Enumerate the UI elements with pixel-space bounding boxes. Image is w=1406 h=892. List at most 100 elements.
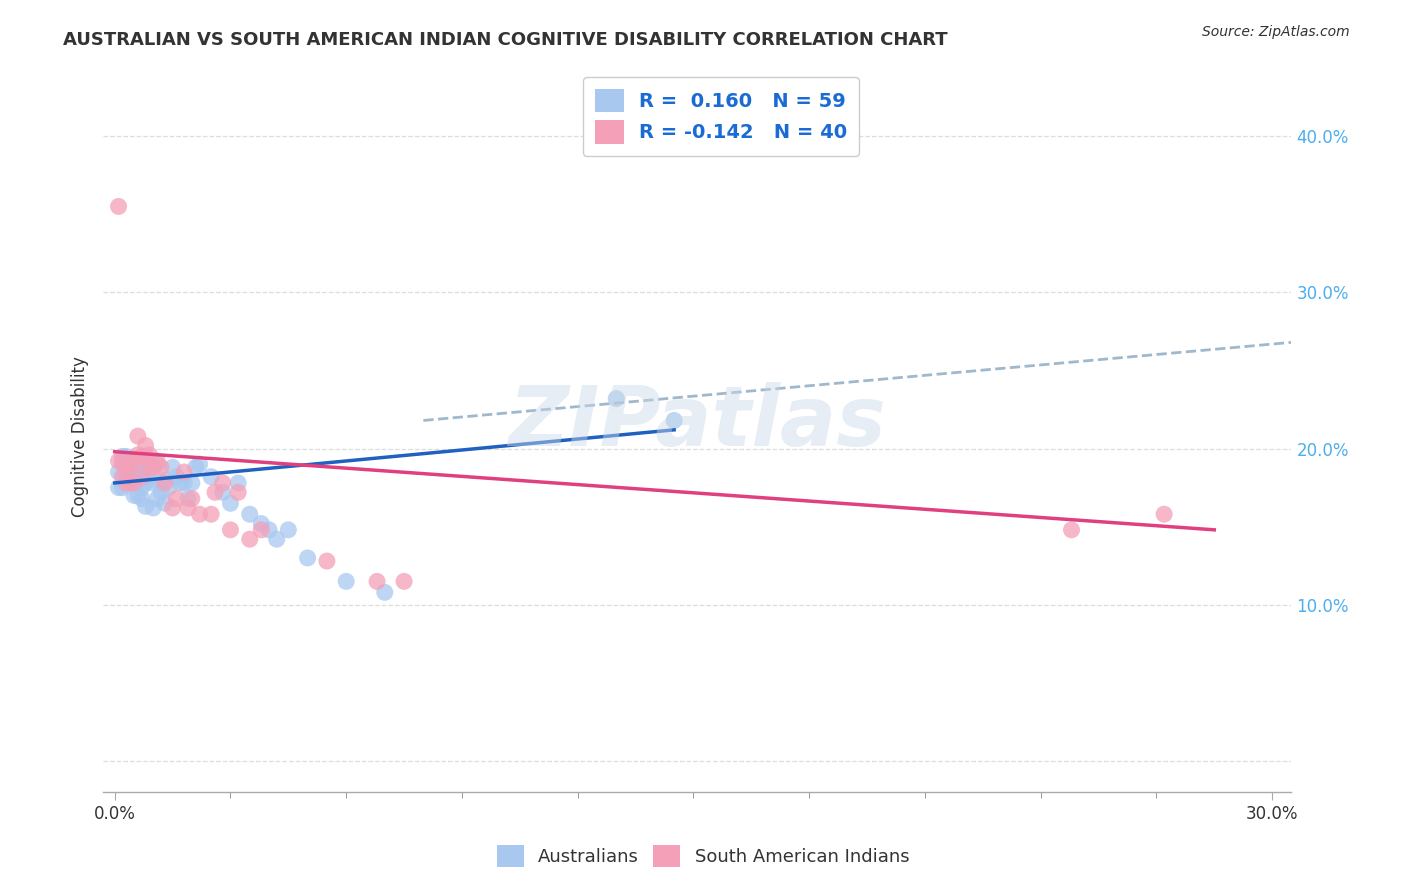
Y-axis label: Cognitive Disability: Cognitive Disability xyxy=(72,357,89,517)
Point xyxy=(257,523,280,537)
Point xyxy=(115,475,138,490)
Point xyxy=(115,468,138,483)
Point xyxy=(120,454,142,468)
Text: Source: ZipAtlas.com: Source: ZipAtlas.com xyxy=(1202,25,1350,39)
Point xyxy=(374,585,396,599)
Point xyxy=(135,500,157,514)
Point xyxy=(122,475,145,490)
Point xyxy=(111,481,134,495)
Point xyxy=(142,460,165,475)
Text: ZIPatlas: ZIPatlas xyxy=(509,382,886,463)
Point xyxy=(1153,507,1175,521)
Point xyxy=(115,450,138,464)
Point xyxy=(122,457,145,471)
Point xyxy=(211,475,233,490)
Point xyxy=(162,460,184,475)
Point xyxy=(146,457,169,471)
Point xyxy=(392,574,415,589)
Point xyxy=(142,500,165,515)
Point xyxy=(162,500,184,515)
Point xyxy=(131,491,153,506)
Point xyxy=(250,516,273,531)
Point xyxy=(177,500,200,515)
Point xyxy=(169,475,191,490)
Point xyxy=(138,460,160,475)
Point xyxy=(131,450,153,464)
Point xyxy=(153,475,176,490)
Point xyxy=(200,469,222,483)
Point xyxy=(173,465,195,479)
Point xyxy=(107,454,129,468)
Point xyxy=(180,491,202,506)
Legend: R =  0.160   N = 59, R = -0.142   N = 40: R = 0.160 N = 59, R = -0.142 N = 40 xyxy=(583,77,859,155)
Point xyxy=(226,475,249,490)
Point xyxy=(122,488,145,502)
Point xyxy=(173,475,195,490)
Point xyxy=(120,473,142,487)
Point xyxy=(153,496,176,510)
Point xyxy=(115,460,138,475)
Point xyxy=(250,523,273,537)
Point xyxy=(150,475,173,490)
Point xyxy=(157,481,180,495)
Point xyxy=(335,574,357,589)
Point xyxy=(131,481,153,495)
Point xyxy=(188,507,211,521)
Point xyxy=(111,454,134,468)
Point xyxy=(366,574,388,589)
Point xyxy=(135,450,157,464)
Point xyxy=(127,488,149,502)
Point xyxy=(277,523,299,537)
Point xyxy=(605,392,627,406)
Point xyxy=(188,457,211,471)
Point xyxy=(115,457,138,471)
Point xyxy=(1060,523,1083,537)
Point xyxy=(107,465,129,479)
Point xyxy=(120,460,142,475)
Point xyxy=(316,554,339,568)
Point xyxy=(111,469,134,483)
Point xyxy=(150,485,173,500)
Point xyxy=(138,457,160,471)
Point xyxy=(219,496,242,510)
Point xyxy=(107,481,129,495)
Point xyxy=(153,473,176,487)
Point xyxy=(131,469,153,483)
Point xyxy=(127,448,149,462)
Point xyxy=(120,475,142,490)
Point xyxy=(219,523,242,537)
Point xyxy=(135,475,157,490)
Point xyxy=(180,475,202,490)
Point xyxy=(266,532,288,546)
Point xyxy=(122,475,145,490)
Legend: Australians, South American Indians: Australians, South American Indians xyxy=(489,838,917,874)
Point xyxy=(120,465,142,479)
Point xyxy=(122,465,145,479)
Point xyxy=(226,485,249,500)
Point xyxy=(131,469,153,483)
Point xyxy=(115,465,138,479)
Point xyxy=(127,454,149,468)
Point xyxy=(200,507,222,521)
Point xyxy=(150,460,173,475)
Point xyxy=(142,475,165,490)
Point xyxy=(165,469,187,483)
Point xyxy=(297,550,319,565)
Point xyxy=(165,491,187,506)
Point xyxy=(111,450,134,464)
Point xyxy=(138,448,160,462)
Point xyxy=(127,465,149,479)
Point xyxy=(211,485,233,500)
Point xyxy=(131,457,153,471)
Point xyxy=(127,429,149,443)
Point xyxy=(146,491,169,506)
Text: AUSTRALIAN VS SOUTH AMERICAN INDIAN COGNITIVE DISABILITY CORRELATION CHART: AUSTRALIAN VS SOUTH AMERICAN INDIAN COGN… xyxy=(63,31,948,49)
Point xyxy=(111,457,134,471)
Point xyxy=(184,460,207,475)
Point xyxy=(239,532,262,546)
Point xyxy=(127,475,149,490)
Point xyxy=(177,491,200,506)
Point xyxy=(662,413,685,427)
Point xyxy=(146,454,169,468)
Point xyxy=(239,507,262,521)
